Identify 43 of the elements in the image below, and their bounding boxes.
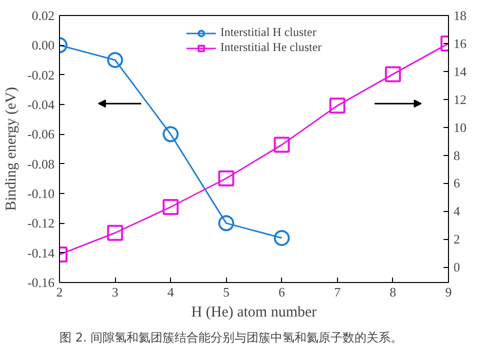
point: [107, 224, 124, 241]
y-axis-title: Binding energy (eV): [3, 87, 20, 211]
y-tick-label: -0.12: [27, 216, 55, 231]
point: [162, 126, 179, 142]
x-tick-label: 8: [390, 284, 396, 300]
point: [218, 170, 234, 186]
y-tick-label: -0.02: [27, 67, 55, 82]
y2-tick-label: 0: [454, 260, 460, 275]
legend-label: Interstitial H cluster: [220, 25, 316, 40]
x-tick-label: 4: [167, 284, 174, 300]
x-tick-label: 3: [112, 284, 118, 300]
y2-tick-label: 6: [454, 176, 460, 191]
y-tick-label: -0.16: [27, 275, 55, 290]
y2-tick-label: 4: [454, 204, 460, 219]
y-tick-label: -0.14: [27, 245, 55, 260]
point: [384, 66, 401, 82]
point: [107, 52, 124, 68]
y-tick-label: -0.04: [27, 97, 55, 112]
point: [218, 215, 234, 232]
y2-tick-label: 2: [454, 232, 460, 247]
point: [274, 230, 290, 246]
legend-label: Interstitial He cluster: [220, 40, 322, 55]
y2-tick-label: 12: [454, 92, 466, 107]
x-tick-label: 7: [334, 284, 342, 300]
x-tick-label: 6: [278, 284, 286, 300]
y-tick-label: -0.10: [27, 186, 55, 201]
caption: 图 2. 间隙氢和氦团簇结合能分别与团簇中氢和氦原子数的关系。: [60, 330, 403, 344]
y-tick-label: 0.02: [32, 8, 54, 23]
x-tick-label: 2: [56, 284, 63, 300]
y2-tick-label: 10: [454, 120, 466, 135]
point: [329, 98, 346, 114]
y-tick-label: -0.08: [27, 156, 55, 172]
x-axis-title: H (He) atom number: [191, 304, 317, 320]
y2-tick-label: 8: [454, 148, 460, 163]
x-tick-label: 9: [445, 284, 452, 300]
point: [274, 136, 290, 153]
y-tick-label: -0.06: [27, 126, 55, 142]
y-tick-label: 0.00: [32, 38, 54, 53]
x-tick-label: 5: [222, 284, 230, 300]
y2-tick-label: 16: [454, 36, 467, 51]
point: [162, 199, 179, 216]
y2-tick-label: 18: [454, 8, 466, 23]
y2-tick-label: 14: [454, 64, 467, 79]
